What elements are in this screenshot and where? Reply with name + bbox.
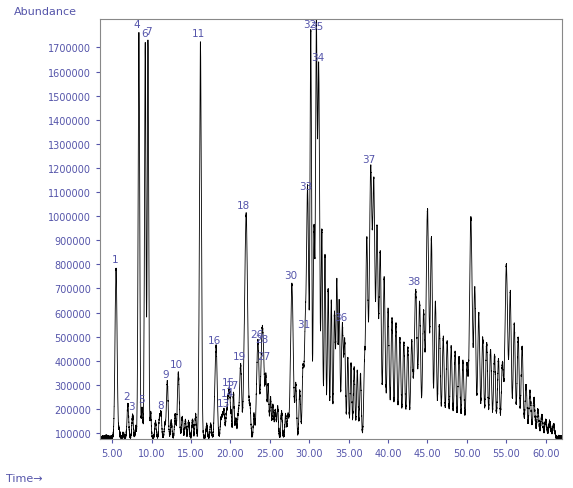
Text: 27: 27 [258,351,271,361]
Text: Time→: Time→ [6,473,42,483]
Text: 7: 7 [145,27,152,37]
Text: 18: 18 [237,201,250,211]
Text: 17: 17 [226,380,240,390]
Text: 4: 4 [134,20,140,30]
Text: 16: 16 [208,335,221,346]
Text: 14: 14 [221,388,234,398]
Text: 32: 32 [303,20,316,30]
Text: 13: 13 [217,398,230,408]
Text: 9: 9 [163,369,170,379]
Text: 19: 19 [233,351,246,361]
Text: 15: 15 [222,378,236,387]
Text: 1: 1 [112,255,118,265]
Text: 6: 6 [141,29,148,39]
Text: 30: 30 [284,270,297,281]
Text: 26: 26 [250,329,264,339]
Text: 36: 36 [335,313,348,323]
Text: 31: 31 [297,320,311,330]
Text: 34: 34 [311,53,324,63]
Text: 10: 10 [170,360,183,369]
Text: 11: 11 [192,29,206,39]
Text: 37: 37 [362,154,375,164]
Text: 33: 33 [300,182,313,191]
Text: 38: 38 [407,277,421,286]
Text: 35: 35 [311,22,324,32]
Text: 3: 3 [128,402,135,411]
Text: 2: 2 [123,391,130,401]
Text: 28: 28 [255,334,268,344]
Text: 5: 5 [138,394,144,405]
Text: Abundance: Abundance [14,7,77,17]
Text: 8: 8 [157,400,163,410]
